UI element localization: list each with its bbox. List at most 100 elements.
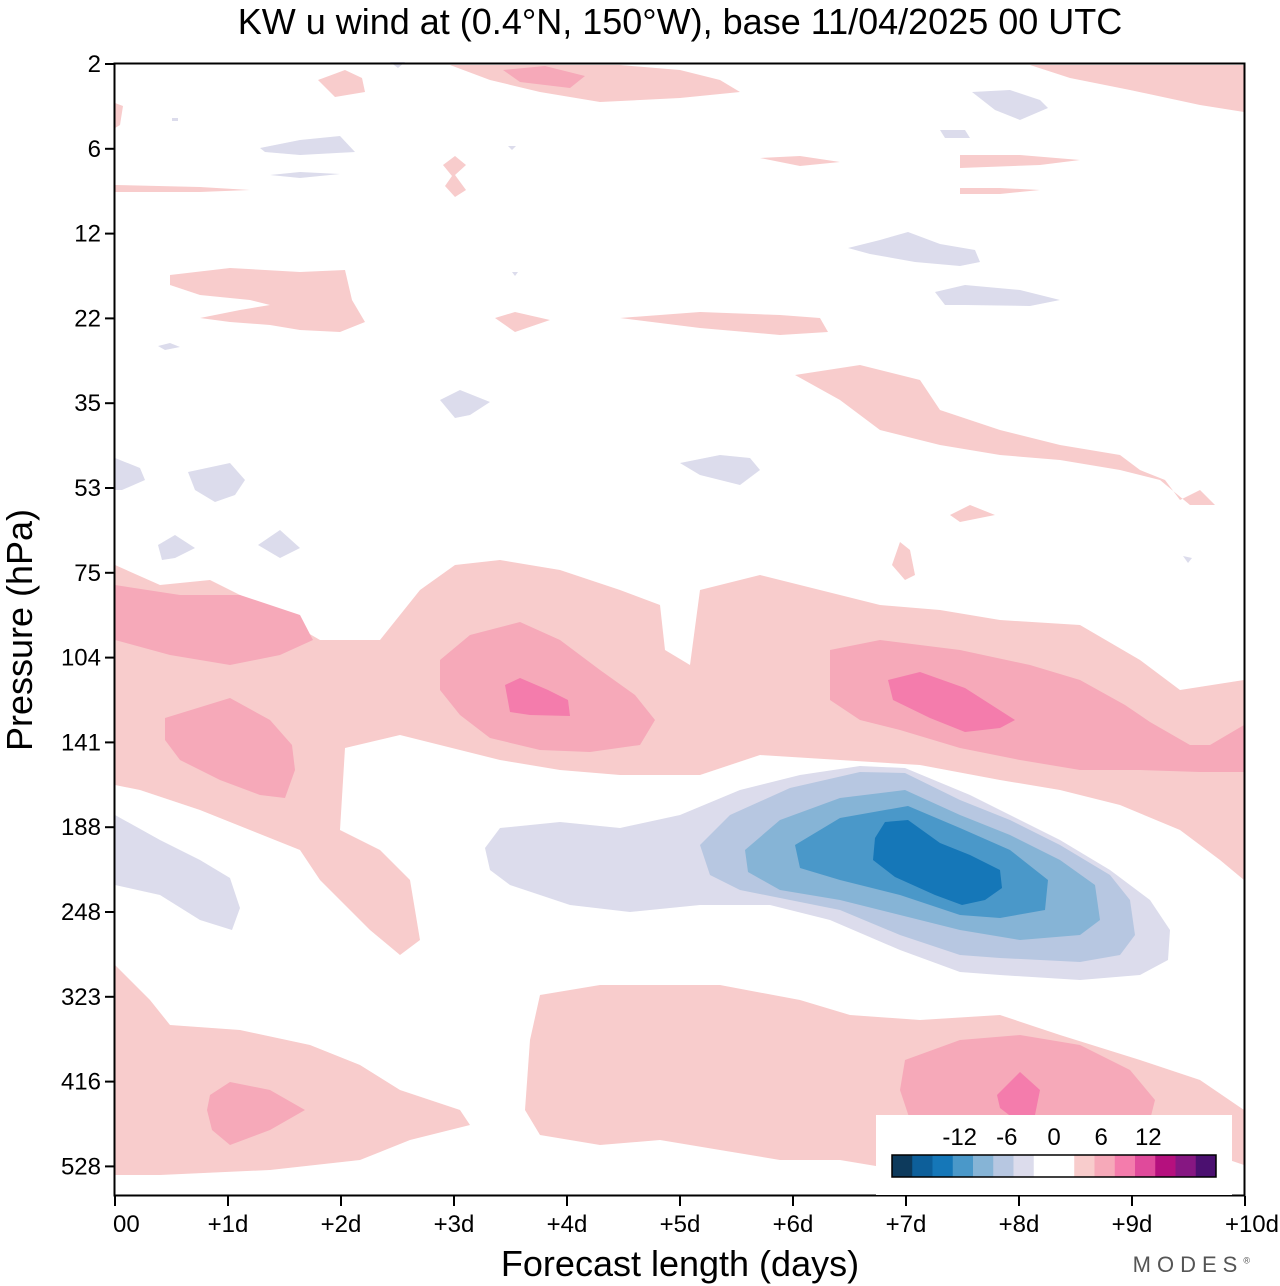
contour-positive-l1g [1030, 65, 1244, 112]
colorbar-tick-label: 0 [1047, 1124, 1060, 1151]
contour-positive-l1i [620, 312, 828, 335]
contour-negative-l1m [270, 172, 340, 178]
colorbar-swatch [1054, 1155, 1075, 1177]
contour-positive-l1e [170, 268, 365, 332]
y-tick-label: 75 [74, 560, 101, 587]
contour-positive-l3b [888, 672, 1015, 732]
colorbar-swatch [1135, 1155, 1156, 1177]
x-tick-label: 00 [113, 1211, 140, 1238]
colorbar: -12 -6 0 6 12 [876, 1115, 1232, 1195]
contour-positive-l3a [505, 678, 570, 716]
contour-positive-l1j [960, 155, 1080, 168]
colorbar-tick-label: 6 [1094, 1124, 1107, 1151]
x-tick-label: +2d [321, 1211, 362, 1238]
colorbar-swatch [1094, 1155, 1116, 1177]
contour-positive-l2g [503, 66, 585, 88]
colorbar-swatch [1195, 1155, 1217, 1177]
y-tick-label: 141 [61, 729, 101, 756]
x-tick-label: +3d [434, 1211, 475, 1238]
x-axis: 00 +1d +2d +3d +4d +5d +6d +7d +8d +9d +10d [113, 1196, 1279, 1238]
colorbar-swatch [932, 1155, 954, 1177]
contour-negative-l1i [848, 232, 980, 266]
contour-negative-l1e [188, 463, 245, 502]
contour-negative-l1j [935, 285, 1060, 306]
y-axis-label: Pressure (hPa) [0, 509, 40, 751]
brand-mark: ® [1243, 1255, 1250, 1266]
contour-positive-l2a [115, 585, 313, 665]
contour-negative-l1n [158, 343, 180, 350]
y-tick-label: 188 [61, 814, 101, 841]
y-tick-label: 53 [74, 475, 101, 502]
y-tick-label: 528 [61, 1153, 101, 1180]
colorbar-swatch [912, 1155, 933, 1177]
contour-positive-l1r [115, 103, 123, 128]
x-tick-label: +1d [208, 1211, 249, 1238]
contour-speck-d [1183, 556, 1192, 563]
contour-positive-l3c [997, 1072, 1040, 1125]
colorbar-swatch [1114, 1155, 1136, 1177]
contour-positive-l2f [207, 1082, 305, 1145]
chart-title: KW u wind at (0.4°N, 150°W), base 11/04/… [238, 1, 1123, 42]
contour-negative-l1f [158, 535, 195, 560]
colorbar-swatch [1033, 1155, 1055, 1177]
x-axis-label: Forecast length (days) [501, 1243, 859, 1284]
colorbar-swatch [892, 1155, 913, 1177]
contour-positive-l1m [495, 312, 550, 332]
contour-speck-a [172, 118, 178, 121]
x-tick-label: +7d [886, 1211, 927, 1238]
x-tick-label: +4d [547, 1211, 588, 1238]
colorbar-swatch [1155, 1155, 1176, 1177]
contour-negative-l1d [680, 455, 760, 485]
brand-text: MODES [1132, 1252, 1244, 1277]
contour-positive-l1l [950, 505, 995, 522]
colorbar-frame [891, 1154, 1217, 1178]
colorbar-swatch [1074, 1155, 1095, 1177]
y-tick-label: 2 [88, 51, 101, 78]
colorbar-tick-label: -12 [942, 1124, 977, 1151]
contour-positive-l1h [318, 70, 365, 97]
y-tick-label: 416 [61, 1069, 101, 1096]
contour-negative-l1h [115, 458, 145, 490]
colorbar-swatch [952, 1155, 974, 1177]
y-tick-label: 323 [61, 984, 101, 1011]
x-tick-label: +8d [999, 1211, 1040, 1238]
x-tick-label: +9d [1112, 1211, 1153, 1238]
contour-negative-l1l [260, 136, 355, 155]
contour-fill-layer [115, 62, 1244, 1175]
contour-positive-l2c [440, 622, 655, 752]
y-tick-label: 22 [74, 305, 101, 332]
y-tick-label: 35 [74, 390, 101, 417]
x-tick-label: +10d [1225, 1211, 1279, 1238]
contour-negative-l1a [115, 815, 240, 930]
contour-negative-l1c [440, 390, 490, 418]
contour-negative-l1g [258, 530, 300, 558]
colorbar-tick-label: -6 [996, 1124, 1017, 1151]
contour-positive-l1b [115, 965, 470, 1175]
colorbar-swatch [993, 1155, 1014, 1177]
colorbar-tick-label: 12 [1135, 1124, 1162, 1151]
x-tick-label: +6d [773, 1211, 814, 1238]
contour-speck-c [512, 272, 518, 276]
contour-negative-l1o [940, 130, 970, 138]
x-tick-label: +5d [660, 1211, 701, 1238]
y-axis: 2 6 12 22 35 53 75 104 141 188 248 323 416 528 [61, 51, 115, 1180]
y-tick-label: 6 [88, 136, 101, 163]
contour-positive-l1p [960, 188, 1040, 194]
contour-positive-l1f [450, 65, 740, 102]
colorbar-swatch [1175, 1155, 1197, 1177]
contour-positive-l1o [115, 185, 250, 192]
contour-speck-b [508, 146, 516, 150]
y-tick-label: 12 [74, 221, 101, 248]
contour-negative-l5 [873, 820, 1002, 905]
contour-positive-l1q [443, 156, 466, 197]
contour-positive-l1n [760, 156, 840, 166]
contour-positive-l2b [165, 698, 295, 798]
plot-frame [113, 62, 1246, 1197]
y-tick-label: 104 [61, 645, 101, 672]
colorbar-swatch [1013, 1155, 1035, 1177]
colorbar-swatch [973, 1155, 994, 1177]
y-tick-label: 248 [61, 899, 101, 926]
modes-logo: MODES® [1133, 1252, 1250, 1278]
contour-negative-l1k [972, 90, 1048, 120]
